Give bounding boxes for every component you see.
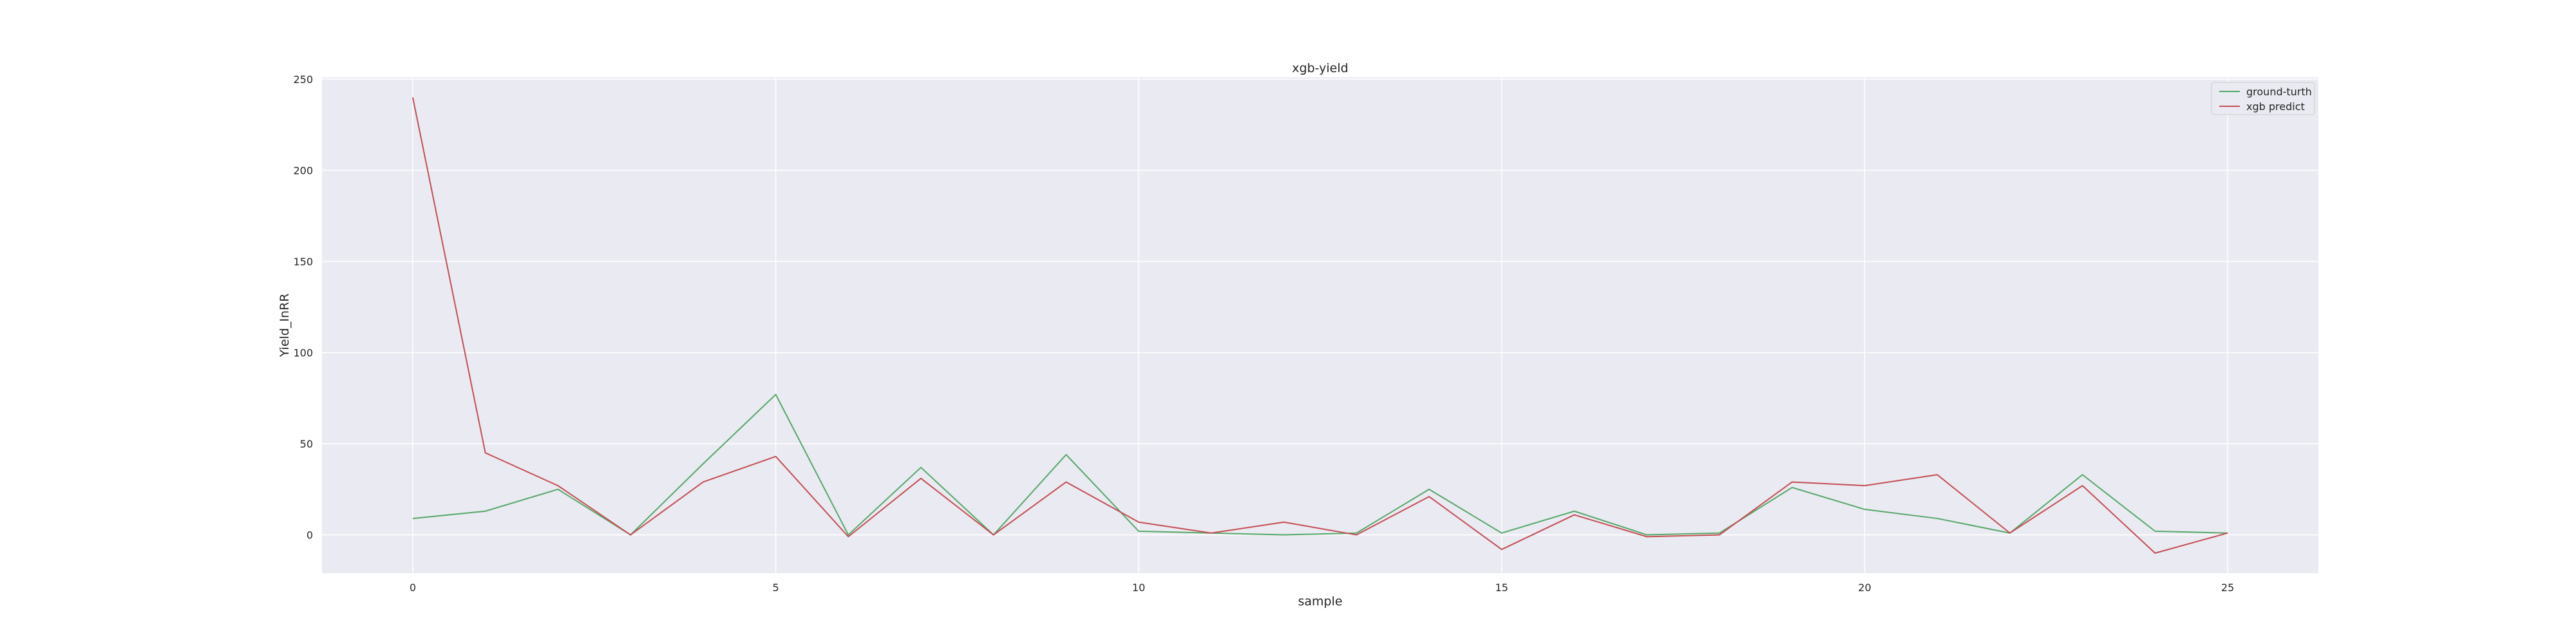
x-tick-label: 0 xyxy=(410,582,416,594)
legend-label-xgb-predict: xgb predict xyxy=(2246,100,2305,113)
y-tick-label: 250 xyxy=(293,73,313,86)
y-tick-label: 200 xyxy=(293,164,313,176)
x-tick-label: 5 xyxy=(772,582,779,594)
plot-area xyxy=(322,77,2318,573)
y-tick-label: 0 xyxy=(307,529,313,542)
series-layer xyxy=(412,97,2228,554)
legend-label-ground-turth: ground-turth xyxy=(2246,86,2312,98)
y-tick-label: 50 xyxy=(300,438,313,450)
y-tick-label: 150 xyxy=(293,256,313,268)
x-axis-title: sample xyxy=(1298,594,1342,609)
chart-title: xgb-yield xyxy=(1292,61,1348,75)
legend: ground-turth xgb predict xyxy=(2211,82,2315,115)
x-tick-label: 10 xyxy=(1132,582,1145,594)
y-tick-label: 100 xyxy=(293,346,313,359)
series-line-ground-turth xyxy=(412,393,2228,536)
grid xyxy=(322,77,2318,573)
x-tick-label: 15 xyxy=(1495,582,1508,594)
x-tick-label: 20 xyxy=(1858,582,1871,594)
series-line-xgb-predict xyxy=(412,97,2228,554)
y-axis-title: Yield_InRR xyxy=(278,294,292,358)
x-tick-label: 25 xyxy=(2221,582,2234,594)
